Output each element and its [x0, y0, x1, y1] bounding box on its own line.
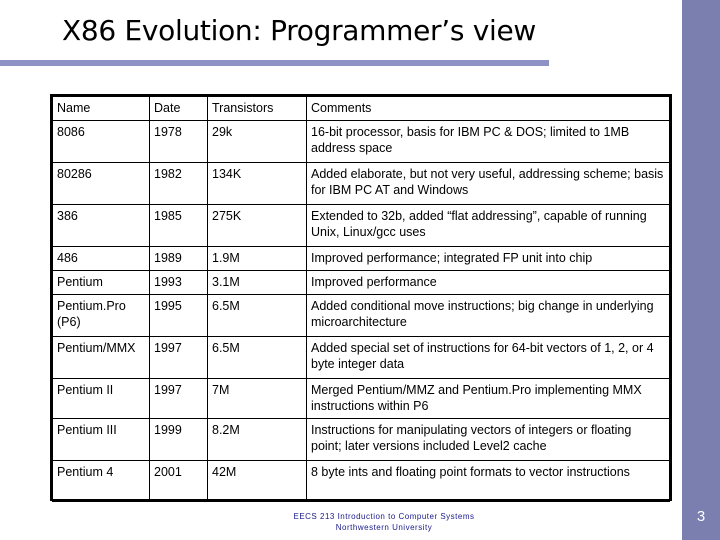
header-comments: Comments — [306, 96, 670, 121]
cell-transistors: 134K — [207, 162, 307, 205]
header-transistors: Transistors — [207, 96, 307, 121]
cell-comments: 8 byte ints and floating point formats t… — [306, 460, 670, 502]
cell-name: Pentium.Pro (P6) — [52, 294, 150, 337]
cell-transistors: 7M — [207, 378, 307, 419]
cell-name: Pentium/MMX — [52, 336, 150, 379]
cell-transistors: 42M — [207, 460, 307, 502]
cell-comments: Added special set of instructions for 64… — [306, 336, 670, 379]
cell-name: Pentium II — [52, 378, 150, 419]
cell-comments: Merged Pentium/MMZ and Pentium.Pro imple… — [306, 378, 670, 419]
cell-date: 1997 — [149, 336, 208, 379]
page-number: 3 — [696, 508, 706, 525]
table-row: Pentium II 1997 7M Merged Pentium/MMZ an… — [52, 378, 670, 419]
table-row: 80286 1982 134K Added elaborate, but not… — [52, 162, 670, 205]
table-row: Pentium 4 2001 42M 8 byte ints and float… — [52, 460, 670, 502]
cell-transistors: 29k — [207, 120, 307, 163]
table-row: Pentium 1993 3.1M Improved performance — [52, 270, 670, 295]
cell-comments: Instructions for manipulating vectors of… — [306, 418, 670, 461]
cell-date: 1997 — [149, 378, 208, 419]
table-row: Pentium.Pro (P6) 1995 6.5M Added conditi… — [52, 294, 670, 337]
cell-transistors: 6.5M — [207, 294, 307, 337]
title-underline — [0, 60, 549, 66]
cell-date: 1993 — [149, 270, 208, 295]
cell-comments: Extended to 32b, added “flat addressing”… — [306, 204, 670, 247]
cell-date: 1989 — [149, 246, 208, 271]
table-row: 486 1989 1.9M Improved performance; inte… — [52, 246, 670, 271]
cell-transistors: 3.1M — [207, 270, 307, 295]
cell-transistors: 8.2M — [207, 418, 307, 461]
slide-title: X86 Evolution: Programmer’s view — [62, 14, 537, 47]
header-name: Name — [52, 96, 150, 121]
footer-course: EECS 213 Introduction to Computer System… — [293, 512, 475, 521]
cell-name: 80286 — [52, 162, 150, 205]
cell-name: Pentium 4 — [52, 460, 150, 502]
cell-transistors: 275K — [207, 204, 307, 247]
cell-date: 1982 — [149, 162, 208, 205]
cell-transistors: 6.5M — [207, 336, 307, 379]
cell-comments: Improved performance — [306, 270, 670, 295]
right-sidebar-bar — [682, 0, 720, 540]
cell-date: 2001 — [149, 460, 208, 502]
table-row: Pentium III 1999 8.2M Instructions for m… — [52, 418, 670, 461]
cell-comments: Improved performance; integrated FP unit… — [306, 246, 670, 271]
cell-comments: Added elaborate, but not very useful, ad… — [306, 162, 670, 205]
table-row: 8086 1978 29k 16-bit processor, basis fo… — [52, 120, 670, 163]
footer-university: Northwestern University — [335, 523, 433, 532]
cell-name: 486 — [52, 246, 150, 271]
table-header-row: Name Date Transistors Comments — [52, 96, 670, 121]
table-row: 386 1985 275K Extended to 32b, added “fl… — [52, 204, 670, 247]
table-row: Pentium/MMX 1997 6.5M Added special set … — [52, 336, 670, 379]
cell-name: Pentium — [52, 270, 150, 295]
cell-date: 1995 — [149, 294, 208, 337]
cell-date: 1985 — [149, 204, 208, 247]
cell-name: Pentium III — [52, 418, 150, 461]
cell-name: 8086 — [52, 120, 150, 163]
cell-comments: Added conditional move instructions; big… — [306, 294, 670, 337]
cell-name: 386 — [52, 204, 150, 247]
evolution-table: Name Date Transistors Comments 8086 1978… — [50, 94, 672, 502]
footer: EECS 213 Introduction to Computer System… — [244, 511, 524, 533]
header-date: Date — [149, 96, 208, 121]
cell-date: 1978 — [149, 120, 208, 163]
cell-transistors: 1.9M — [207, 246, 307, 271]
cell-date: 1999 — [149, 418, 208, 461]
cell-comments: 16-bit processor, basis for IBM PC & DOS… — [306, 120, 670, 163]
